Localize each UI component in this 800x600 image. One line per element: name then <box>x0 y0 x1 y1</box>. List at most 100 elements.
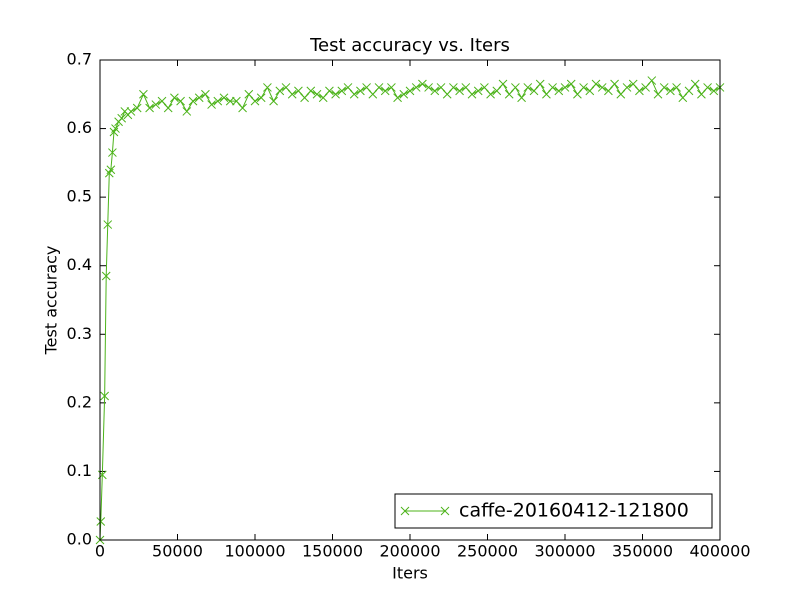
x-tick-label: 300000 <box>534 542 595 561</box>
data-point <box>703 83 712 92</box>
data-point <box>207 100 216 109</box>
data-point <box>101 271 111 281</box>
data-point <box>213 96 223 106</box>
data-point <box>139 89 148 99</box>
data-point <box>151 100 161 109</box>
data-point <box>225 96 235 106</box>
data-point <box>486 89 495 99</box>
data-point <box>194 93 204 103</box>
data-point <box>511 83 520 92</box>
data-point <box>306 86 316 96</box>
data-point <box>100 391 110 401</box>
data-point <box>554 86 564 96</box>
y-tick-label: 0.4 <box>67 255 92 274</box>
data-point <box>325 86 334 96</box>
x-tick-label: 50000 <box>152 542 203 561</box>
data-point <box>374 83 384 92</box>
data-point <box>517 93 526 103</box>
data-point <box>201 89 210 99</box>
data-point <box>132 103 142 113</box>
data-point <box>659 83 669 92</box>
y-tick-label: 0.2 <box>67 392 92 411</box>
data-line <box>99 79 721 541</box>
data-point <box>548 83 557 92</box>
x-tick-label: 100000 <box>224 542 285 561</box>
y-tick-label: 0.6 <box>67 118 92 137</box>
data-point <box>449 83 458 92</box>
x-tick-label: 200000 <box>379 542 440 561</box>
data-point <box>349 89 359 99</box>
data-point <box>331 89 340 99</box>
data-point <box>287 89 297 99</box>
legend-marker <box>440 506 450 516</box>
data-point <box>635 86 644 96</box>
data-point <box>467 89 477 99</box>
data-point <box>126 107 136 116</box>
data-point <box>106 165 116 175</box>
data-point <box>263 83 272 92</box>
legend-marker <box>400 506 410 516</box>
data-point <box>610 79 619 89</box>
y-tick-label: 0.5 <box>67 187 92 206</box>
data-point <box>591 79 601 89</box>
plot-frame <box>99 59 721 541</box>
data-point <box>219 93 229 103</box>
data-point <box>393 93 402 103</box>
data-point <box>709 86 719 96</box>
data-point <box>163 103 173 113</box>
data-point <box>498 79 508 89</box>
data-point <box>399 89 409 99</box>
data-point <box>523 83 533 92</box>
x-tick-label: 150000 <box>302 542 363 561</box>
data-point <box>176 96 185 106</box>
legend-label: caffe-20160412-121800 <box>459 500 689 522</box>
x-tick-label: 400000 <box>689 542 750 561</box>
x-tick-label: 250000 <box>457 542 518 561</box>
data-point <box>356 86 365 96</box>
data-point <box>647 76 657 85</box>
data-point <box>103 220 113 229</box>
data-point <box>380 86 390 96</box>
data-point <box>269 96 278 106</box>
data-point <box>111 124 120 133</box>
data-point <box>560 83 570 92</box>
data-point <box>566 79 576 89</box>
x-tick-label: 350000 <box>612 542 673 561</box>
data-point <box>108 148 117 157</box>
data-point <box>405 86 415 96</box>
data-point <box>275 86 285 96</box>
data-point <box>597 83 607 92</box>
data-point <box>96 517 106 526</box>
data-point <box>170 93 179 103</box>
y-tick-label: 0.1 <box>67 461 92 480</box>
data-point <box>418 79 427 89</box>
data-point <box>250 96 260 106</box>
legend-box <box>394 493 713 529</box>
y-tick-label: 0.3 <box>67 324 92 343</box>
data-point <box>238 103 247 113</box>
y-tick-label: 0.7 <box>67 50 92 69</box>
data-point <box>312 89 322 99</box>
data-point <box>455 86 464 96</box>
data-point <box>182 107 192 116</box>
data-point <box>256 93 266 103</box>
data-point <box>411 83 421 92</box>
x-axis-label: Iters <box>392 564 428 583</box>
data-point <box>337 86 347 96</box>
data-point <box>473 86 483 96</box>
data-point <box>622 83 632 92</box>
chart-title: Test accuracy vs. Iters <box>309 35 510 56</box>
data-point <box>430 86 440 96</box>
data-point <box>672 83 681 92</box>
data-point <box>535 79 545 89</box>
data-point <box>424 83 433 92</box>
y-tick-label: 0.0 <box>67 530 92 549</box>
data-point <box>117 113 127 123</box>
data-point <box>666 86 675 96</box>
data-point <box>387 83 396 92</box>
data-point <box>145 103 154 113</box>
data-point <box>188 96 198 106</box>
y-axis-label: Test accuracy <box>42 246 61 356</box>
